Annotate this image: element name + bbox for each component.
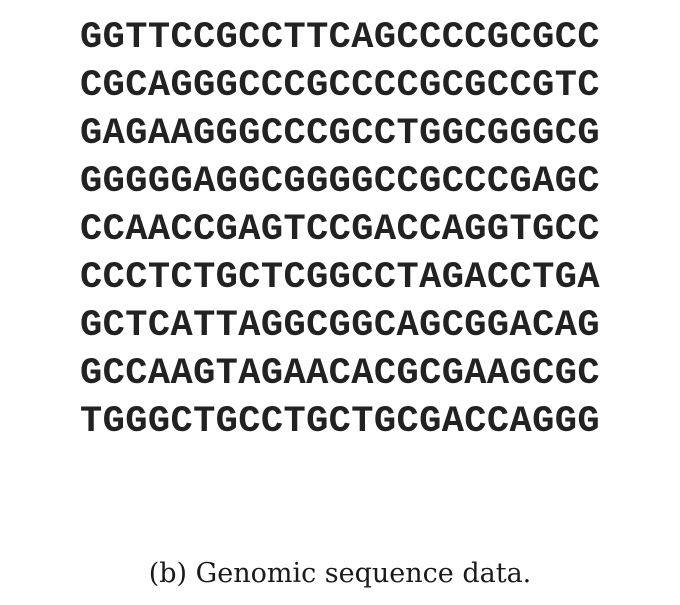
sequence-line: CGCAGGGCCCGCCCCGCGCCGTC bbox=[80, 65, 600, 107]
sequence-line: TGGGCTGCCTGCTGCGACCAGGG bbox=[80, 401, 600, 443]
sequence-line: CCAACCGAGTCCGACCAGGTGCC bbox=[80, 209, 600, 251]
sequence-line: GCTCATTAGGCGGCAGCGGACAG bbox=[80, 305, 600, 347]
sequence-line: CCCTCTGCTCGGCCTAGACCTGA bbox=[80, 257, 600, 299]
sequence-line: GGGGGAGGCGGGGCCGCCCGAGC bbox=[80, 161, 600, 203]
sequence-line: GGTTCCGCCTTCAGCCCCGCGCC bbox=[80, 17, 600, 59]
genomic-sequence-block: GGTTCCGCCTTCAGCCCCGCGCC CGCAGGGCCCGCCCCG… bbox=[0, 14, 680, 446]
sequence-line: GAGAAGGGCCCGCCTGGCGGGCG bbox=[80, 113, 600, 155]
figure-caption: (b) Genomic sequence data. bbox=[148, 558, 532, 589]
sequence-line: GCCAAGTAGAACACGCGAAGCGC bbox=[80, 353, 600, 395]
